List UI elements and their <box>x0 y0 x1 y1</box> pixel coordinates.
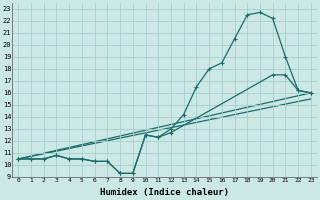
X-axis label: Humidex (Indice chaleur): Humidex (Indice chaleur) <box>100 188 229 197</box>
